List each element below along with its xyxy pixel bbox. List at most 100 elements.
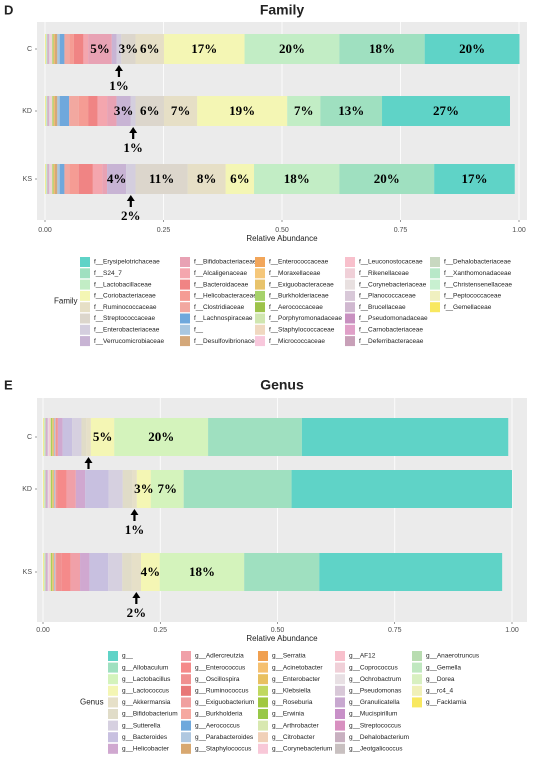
legend-label: g__Enterococcus — [195, 664, 246, 671]
chart-title: Genus — [260, 377, 304, 393]
legend-label: g__Citrobacter — [272, 734, 315, 741]
bar-segment — [81, 418, 87, 456]
legend-swatch — [180, 302, 190, 313]
bar-segment — [86, 418, 91, 456]
bar-segment — [141, 553, 160, 591]
legend-label: f__Leuconostocaceae — [359, 259, 423, 266]
legend-label: f__Enterococcaceae — [269, 259, 329, 266]
legend-swatch — [180, 257, 190, 267]
y-tick-label: KS — [23, 569, 33, 576]
bar-segment — [64, 34, 70, 64]
data-label: 2% — [127, 605, 147, 620]
legend-label: g__Parabacteroides — [195, 734, 254, 741]
arrow-head — [130, 509, 139, 515]
legend-label: g__Corynebacterium — [272, 746, 332, 753]
legend-swatch — [412, 697, 422, 708]
legend-label: f__Desulfovibrionaceae — [194, 338, 262, 345]
legend-label: g__Bifidobacterium — [122, 711, 178, 718]
legend-swatch — [180, 268, 190, 279]
data-label: 3% — [134, 481, 154, 496]
legend-label: f__Erysipelotrichaceae — [94, 259, 160, 266]
data-label: 7% — [171, 103, 191, 118]
data-label: 20% — [459, 41, 485, 56]
bar-segment — [56, 553, 62, 591]
bar-segment — [254, 164, 340, 194]
legend-label: g__Arthrobacter — [272, 722, 319, 729]
legend-label: g__Enterobacter — [272, 676, 321, 683]
bar-segment — [78, 164, 93, 194]
legend-label: g__Ruminococcus — [195, 688, 249, 695]
legend-swatch — [180, 313, 190, 324]
legend-swatch — [255, 279, 265, 290]
legend-label: g__Bacteroides — [122, 734, 168, 741]
bar-segment — [57, 96, 60, 126]
x-tick-label: 0.00 — [38, 227, 52, 234]
legend-label: f__Dehalobacteriaceae — [444, 259, 511, 266]
legend-swatch — [335, 685, 345, 696]
bar-segment — [187, 164, 226, 194]
legend-swatch — [180, 336, 190, 347]
legend-swatch — [430, 290, 440, 301]
legend-swatch — [345, 302, 355, 313]
bar-segment — [197, 96, 288, 126]
bar-segment — [54, 164, 58, 194]
legend-swatch — [412, 674, 422, 685]
legend-swatch — [345, 268, 355, 279]
legend-swatch — [255, 290, 265, 301]
bar-segment — [244, 34, 340, 64]
data-label: 6% — [230, 171, 250, 186]
bar-segment — [163, 34, 245, 64]
legend-swatch — [108, 709, 118, 719]
legend-swatch — [181, 674, 191, 685]
bar-segment — [291, 470, 512, 508]
legend-label: g__Pseudomonas — [349, 688, 402, 695]
legend-label: f__Porphyromonadaceae — [269, 315, 342, 322]
arrow-head — [132, 592, 141, 598]
legend-label: g__Sutterella — [122, 722, 161, 729]
data-label: 20% — [374, 171, 400, 186]
legend-swatch — [181, 662, 191, 673]
legend-label: g__Exiguobacterium — [195, 699, 254, 706]
legend-label: f__Christensenellaceae — [444, 281, 512, 288]
data-label: 20% — [148, 429, 174, 444]
bar-segment — [382, 96, 510, 126]
bar-segment — [135, 96, 164, 126]
bar-segment — [131, 553, 142, 591]
bar-segment — [64, 164, 70, 194]
legend-label: g__Helicobacter — [122, 746, 170, 753]
legend-label: f__Bacteroidaceae — [194, 281, 249, 288]
legend-label: g__Acinetobacter — [272, 664, 323, 671]
legend-swatch — [430, 257, 440, 267]
bar-segment — [80, 553, 90, 591]
legend-label: g__Facklamia — [426, 699, 467, 706]
legend-label: g__Allobaculum — [122, 664, 168, 671]
bar-segment — [72, 418, 82, 456]
legend-label: g__Akkermansia — [122, 699, 171, 706]
arrow-head — [129, 127, 138, 133]
legend-swatch — [108, 674, 118, 685]
legend-label: f__Helicobacteraceae — [194, 293, 257, 300]
data-label: 5% — [93, 429, 113, 444]
data-label: 17% — [461, 171, 487, 186]
bar-segment — [208, 418, 302, 456]
data-label: 4% — [107, 171, 127, 186]
legend-swatch — [258, 720, 268, 731]
bar-segment — [244, 553, 320, 591]
legend-swatch — [255, 302, 265, 313]
data-label: 7% — [294, 103, 314, 118]
legend-label: g__Staphylococcus — [195, 746, 252, 753]
legend-swatch — [80, 324, 90, 335]
bar-segment — [287, 96, 321, 126]
legend-swatch — [258, 674, 268, 685]
legend-label: f__Staphylococcaceae — [269, 327, 335, 334]
legend-swatch — [345, 257, 355, 267]
bar-segment — [66, 470, 76, 508]
data-label: 2% — [121, 208, 141, 223]
x-tick-label: 1.00 — [512, 227, 526, 234]
bar-segment — [108, 470, 123, 508]
legend-swatch — [181, 709, 191, 719]
legend-swatch — [345, 290, 355, 301]
bar-segment — [54, 96, 58, 126]
bar-segment — [78, 96, 89, 126]
